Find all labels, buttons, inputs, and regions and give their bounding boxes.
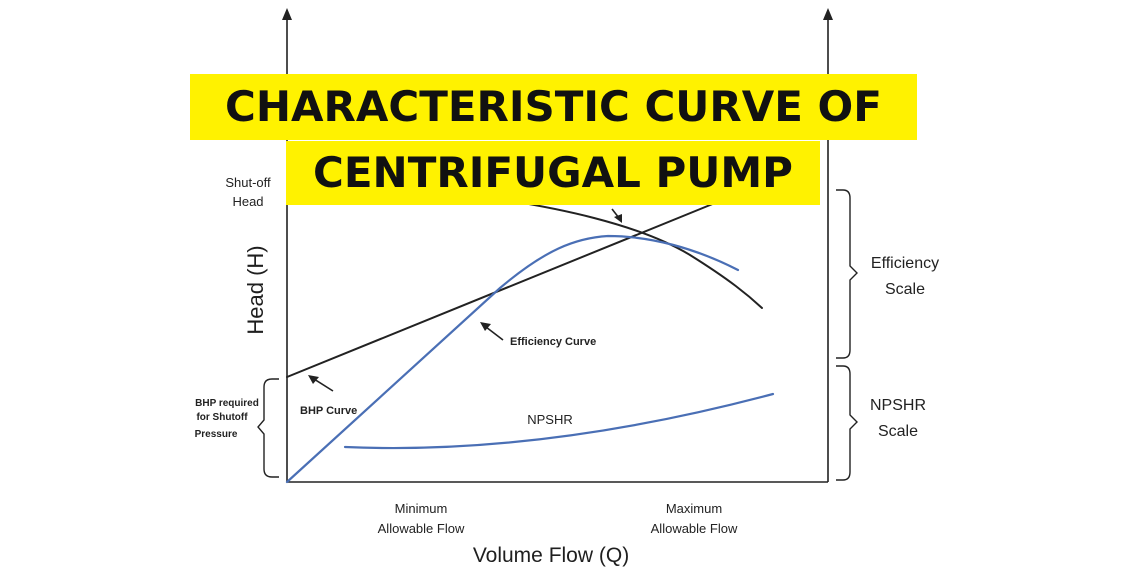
npshr-scale-label-line2: Scale xyxy=(878,423,918,440)
efficiency-pointer-head xyxy=(480,322,491,331)
top-pointer-head xyxy=(614,214,622,223)
left-y-axis-arrowhead xyxy=(282,8,292,20)
npshr-scale-label-line1: NPSHR xyxy=(870,397,926,414)
bhp-required-label-line2: for Shutoff xyxy=(196,412,248,423)
bhp-required-label-line1: BHP required xyxy=(195,398,259,409)
shutoff-head-label-line1: Shut-off xyxy=(225,175,271,190)
shutoff-head-label-line2: Head xyxy=(232,194,263,209)
x-axis-label: Volume Flow (Q) xyxy=(473,544,629,567)
title-banner-line-2: CENTRIFUGAL PUMP xyxy=(286,141,820,205)
y-axis-label: Head (H) xyxy=(243,245,268,334)
bhp-pointer-head xyxy=(308,375,319,384)
min-flow-label-line1: Minimum xyxy=(395,501,448,516)
bhp-curve xyxy=(286,202,716,378)
bhp-curve-label: BHP Curve xyxy=(300,405,357,417)
npshr-curve-label: NPSHR xyxy=(527,412,573,427)
efficiency-scale-label-line2: Scale xyxy=(885,281,925,298)
title-banner-line-1: CHARACTERISTIC CURVE OF xyxy=(190,74,917,140)
bhp-required-label-line3: Pressure xyxy=(195,429,238,440)
efficiency-pointer-line xyxy=(485,326,504,341)
braces xyxy=(257,189,858,481)
efficiency-scale-label-line1: Efficiency xyxy=(871,255,939,272)
max-flow-label-line1: Maximum xyxy=(666,501,722,516)
min-flow-label-line2: Allowable Flow xyxy=(378,521,465,536)
pointer-arrows xyxy=(308,208,622,392)
bhp-brace xyxy=(257,378,279,478)
efficiency-curve xyxy=(285,234,740,484)
bhp-pointer-line xyxy=(313,378,334,392)
efficiency-brace xyxy=(836,189,858,359)
efficiency-curve-label: Efficiency Curve xyxy=(510,336,596,348)
curves xyxy=(285,194,775,484)
npshr-curve xyxy=(343,392,775,450)
npshr-brace xyxy=(836,365,858,481)
max-flow-label-line2: Allowable Flow xyxy=(651,521,738,536)
right-y-axis-arrowhead xyxy=(823,8,833,20)
head-curve xyxy=(469,194,763,309)
